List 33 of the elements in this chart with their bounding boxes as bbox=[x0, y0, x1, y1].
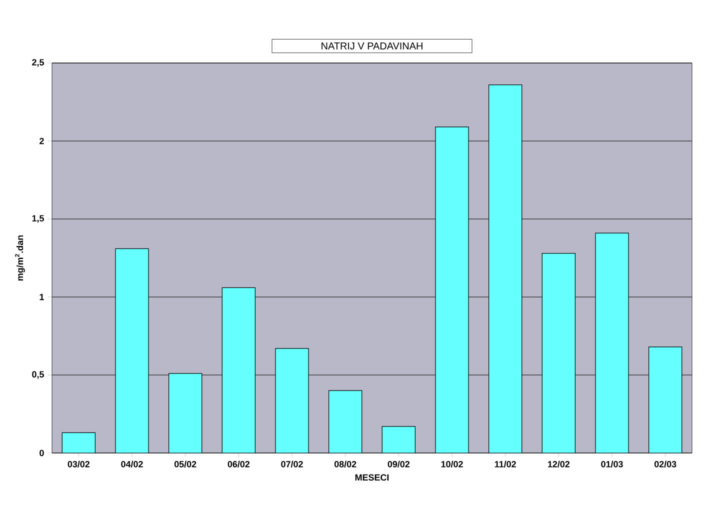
y-tick-label: 2,5 bbox=[32, 59, 44, 67]
bar bbox=[115, 248, 149, 453]
y-tick-label: 0,5 bbox=[32, 371, 44, 379]
bar bbox=[328, 390, 362, 453]
x-tick-label: 10/02 bbox=[441, 460, 463, 468]
bar bbox=[168, 373, 202, 453]
x-tick-label: 12/02 bbox=[548, 460, 570, 468]
bar bbox=[488, 84, 522, 453]
bar bbox=[62, 432, 96, 453]
x-tick-label: 01/03 bbox=[601, 460, 623, 468]
x-tick-label: 08/02 bbox=[334, 460, 356, 468]
x-tick-label: 02/03 bbox=[654, 460, 676, 468]
bar bbox=[222, 287, 256, 453]
y-tick-label: 1 bbox=[40, 294, 44, 300]
y-axis-title: mg/m$^{2}$.dan bbox=[15, 235, 25, 280]
y-tick-label: 0 bbox=[40, 450, 44, 456]
bar bbox=[595, 232, 629, 453]
x-tick-label: 03/02 bbox=[68, 460, 90, 468]
x-tick-label: 06/02 bbox=[228, 460, 250, 468]
x-axis-title: MESECI bbox=[355, 474, 389, 481]
bar bbox=[382, 426, 416, 453]
y-tick-label: 2 bbox=[40, 138, 44, 144]
bar bbox=[542, 253, 576, 453]
x-tick-label: 05/02 bbox=[174, 460, 196, 468]
x-tick-label: 04/02 bbox=[121, 460, 143, 468]
chart-title: NATRIJ V PADAVINAH bbox=[322, 42, 422, 50]
bar bbox=[275, 348, 309, 453]
bar bbox=[648, 346, 682, 453]
x-tick-label: 11/02 bbox=[494, 460, 516, 468]
x-tick-label: 09/02 bbox=[388, 460, 410, 468]
y-tick-label: 1,5 bbox=[32, 215, 44, 223]
bar bbox=[435, 126, 469, 453]
x-tick-label: 07/02 bbox=[281, 460, 303, 468]
